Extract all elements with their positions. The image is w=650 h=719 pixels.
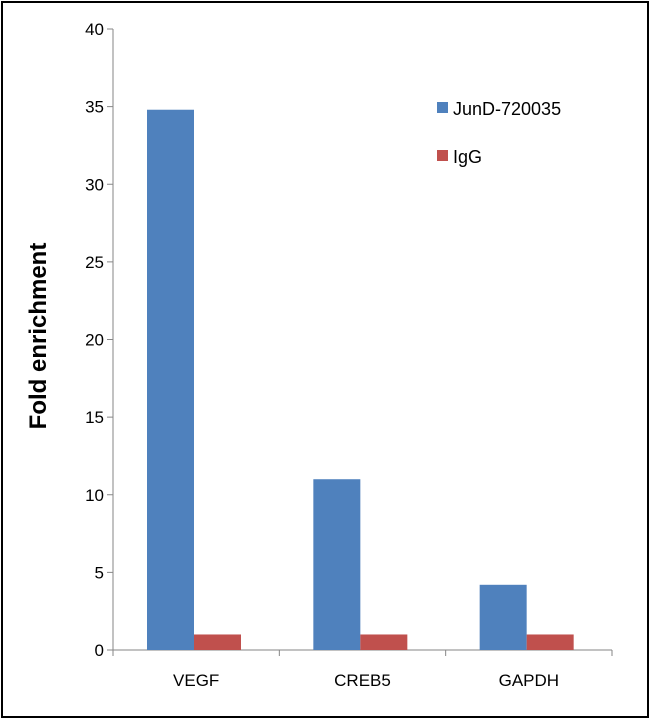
x-tick-label: GAPDH xyxy=(499,671,559,690)
tick-labels: 0 5 10 15 20 25 30 35 40 VEGF CREB5 GAPDH xyxy=(85,20,559,690)
bar-igg-gapdh xyxy=(526,634,574,650)
y-axis-label: Fold enrichment xyxy=(25,243,52,430)
y-tick-label: 25 xyxy=(85,253,104,272)
y-tick-label: 30 xyxy=(85,175,104,194)
x-tick-label: VEGF xyxy=(173,671,219,690)
y-tick-label: 35 xyxy=(85,98,104,117)
bar-igg-vegf xyxy=(194,634,241,650)
bar-igg-creb5 xyxy=(360,634,408,650)
y-tick-label: 10 xyxy=(85,486,104,505)
legend-label: IgG xyxy=(453,147,482,167)
bar-jund-720035-creb5 xyxy=(313,479,361,650)
y-tick-label: 5 xyxy=(95,563,104,582)
y-tick-label: 40 xyxy=(85,20,104,39)
legend-swatch xyxy=(437,150,448,161)
bars xyxy=(147,109,574,651)
y-tick-label: 15 xyxy=(85,408,104,427)
y-tick-label: 20 xyxy=(85,331,104,350)
legend-label: JunD-720035 xyxy=(453,99,561,119)
bar-jund-720035-vegf xyxy=(147,109,194,651)
x-tick-label: CREB5 xyxy=(334,671,391,690)
legend-swatch xyxy=(437,102,448,113)
bar-jund-720035-gapdh xyxy=(479,584,527,650)
y-tick-label: 0 xyxy=(95,641,104,660)
legend: JunD-720035 IgG xyxy=(437,99,561,167)
